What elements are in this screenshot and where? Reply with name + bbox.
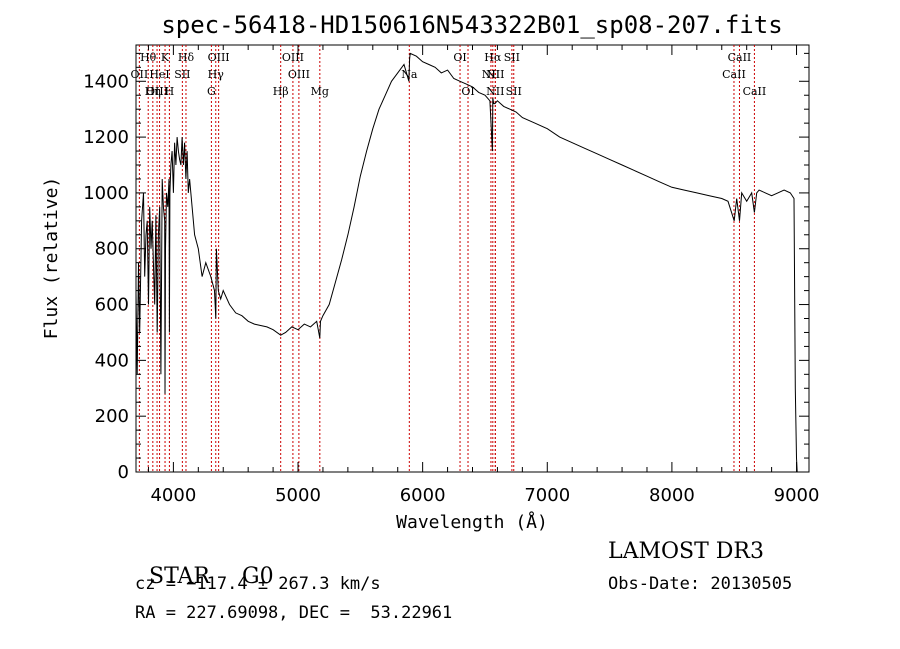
x-tick-label: 6000: [400, 485, 446, 506]
line-label: Hθ: [140, 51, 157, 64]
y-tick-label: 1200: [83, 127, 129, 148]
y-tick-label: 600: [95, 295, 129, 316]
y-tick-label: 200: [95, 406, 129, 427]
line-label: Mg: [311, 85, 329, 98]
line-label: G: [207, 85, 216, 98]
line-label: Hη: [145, 85, 161, 98]
x-axis: 4000 5000 6000 7000 8000 9000: [148, 45, 819, 506]
line-label: OIII: [282, 51, 304, 64]
line-label: Hβ: [273, 85, 289, 98]
line-label: H: [165, 85, 175, 98]
line-label: OIII: [208, 51, 230, 64]
line-label: NII: [486, 68, 504, 81]
line-label: NII: [486, 85, 504, 98]
redshift-label: cz = −117.4 ± 267.3 km/s: [135, 574, 381, 594]
y-axis-label: Flux (relative): [41, 177, 62, 340]
emission-lines: [139, 45, 754, 472]
line-label: OI: [453, 51, 466, 64]
chart-title: spec-56418-HD150616N543322B01_sp08-207.f…: [161, 11, 782, 39]
line-label: CaII: [743, 85, 767, 98]
y-tick-label: 800: [95, 239, 129, 260]
y-tick-label: 0: [118, 462, 129, 483]
line-label: K: [161, 51, 170, 64]
line-label: CaII: [722, 68, 746, 81]
line-label: SII: [174, 68, 190, 81]
y-tick-label: 1000: [83, 183, 129, 204]
line-label: Hδ: [178, 51, 195, 64]
line-label: Hγ: [208, 68, 225, 81]
x-tick-label: 8000: [649, 485, 695, 506]
obs-date-label: Obs-Date: 20130505: [608, 574, 792, 594]
line-label: HeI: [149, 68, 169, 81]
y-axis: 0 200 400 600 800 1000 1200 1400: [83, 53, 809, 483]
coordinates-label: RA = 227.69098, DEC = 53.22961: [135, 603, 452, 623]
line-label: OII: [131, 68, 149, 81]
x-tick-label: 9000: [774, 485, 820, 506]
y-tick-label: 400: [95, 350, 129, 371]
x-tick-label: 4000: [150, 485, 196, 506]
line-label: SII: [504, 51, 520, 64]
x-tick-label: 7000: [524, 485, 570, 506]
line-label: OIII: [288, 68, 310, 81]
line-label: SII: [506, 85, 522, 98]
spectrum-line: [136, 53, 797, 472]
survey-label: LAMOST DR3: [608, 539, 764, 564]
line-label: Hα: [484, 51, 502, 64]
line-label: CaII: [728, 51, 752, 64]
plot-frame: [136, 45, 809, 472]
y-tick-label: 1400: [83, 71, 129, 92]
x-axis-label: Wavelength (Å): [396, 511, 548, 533]
x-tick-label: 5000: [275, 485, 321, 506]
